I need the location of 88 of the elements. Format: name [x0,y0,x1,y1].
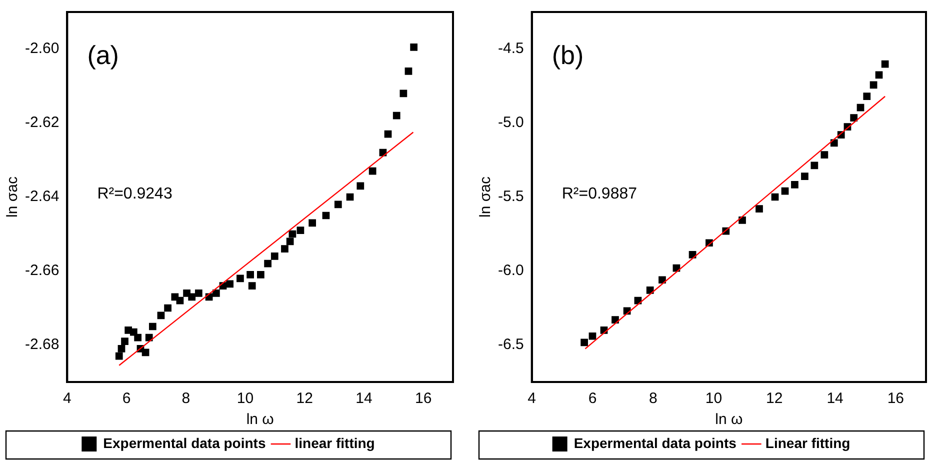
x-tick-label: 12 [296,390,313,408]
annotation: (b) [552,40,584,70]
y-tick-label: -2.64 [24,188,60,206]
point [612,316,619,324]
x-tick-label: 8 [648,390,658,408]
point [194,290,202,297]
point [580,338,588,346]
point [148,322,156,330]
x-tick-label: 6 [122,390,131,408]
point [157,312,165,320]
point [115,352,123,360]
point [410,43,418,51]
point [356,182,364,190]
point [404,68,412,75]
point [856,104,864,112]
point [756,205,763,213]
point [264,260,272,268]
x-tick-label: 10 [705,390,722,408]
point [322,212,330,220]
point [334,200,342,208]
point [188,293,196,301]
point [246,271,254,278]
x-tick-label: 14 [356,390,372,408]
x-tick-label: 16 [887,390,904,408]
y-tick-label: -6.5 [498,336,524,354]
point [658,276,666,284]
annotation: R²=0.9887 [562,186,638,203]
legend-label: Linear fitting [765,434,850,451]
x-tick-label: 6 [588,390,597,408]
point [875,71,883,79]
y-tick-label: -2.68 [24,336,60,354]
point [400,90,408,98]
y-tick-label: -2.60 [24,40,60,58]
legend-label: linear fitting [294,434,375,451]
point [286,238,294,246]
point [820,151,828,158]
point [771,193,779,201]
legend-label: Expermental data points [103,434,266,451]
point [142,348,150,356]
y-tick-label: -2.66 [24,262,60,280]
x-axis-title: ln ω [246,411,274,428]
point [791,181,798,188]
point [881,60,889,68]
annotation: R²=0.9243 [97,186,172,203]
point [308,219,316,227]
y-axis-title: ln σac [477,176,494,218]
point [134,334,142,342]
point [863,92,871,100]
point [288,230,296,238]
y-tick-label: -4.5 [498,40,524,58]
y-tick-label: -2.62 [24,114,60,132]
point [226,280,234,288]
point [270,252,278,260]
point [801,172,808,180]
x-tick-label: 16 [414,390,432,408]
x-tick-label: 4 [63,390,72,408]
annotation: (a) [87,40,119,70]
point [164,304,172,312]
point [281,245,288,252]
y-axis-title: ln σac [4,176,22,218]
y-tick-label: -6.0 [498,262,524,280]
point [118,345,126,352]
point [296,226,304,234]
point [236,274,244,282]
point [384,130,392,138]
point [121,338,128,345]
x-axis-title: ln ω [715,411,743,428]
point [257,271,264,278]
x-tick-label: 14 [826,390,844,408]
point [588,332,596,340]
point [810,162,818,170]
point [646,286,654,294]
point [368,167,376,175]
x-tick-label: 12 [766,390,783,408]
x-tick-label: 4 [528,390,536,408]
point [392,112,400,120]
point [781,187,789,195]
y-tick-label: -5.5 [498,188,524,206]
point [346,193,354,201]
point [248,282,256,290]
y-tick-label: -5.0 [498,114,524,132]
point [212,290,220,297]
point [850,114,858,122]
point [870,81,878,89]
legend-label: Expermental data points [574,434,737,451]
x-tick-label: 10 [236,390,254,408]
x-tick-label: 8 [182,390,190,408]
point [176,296,184,304]
